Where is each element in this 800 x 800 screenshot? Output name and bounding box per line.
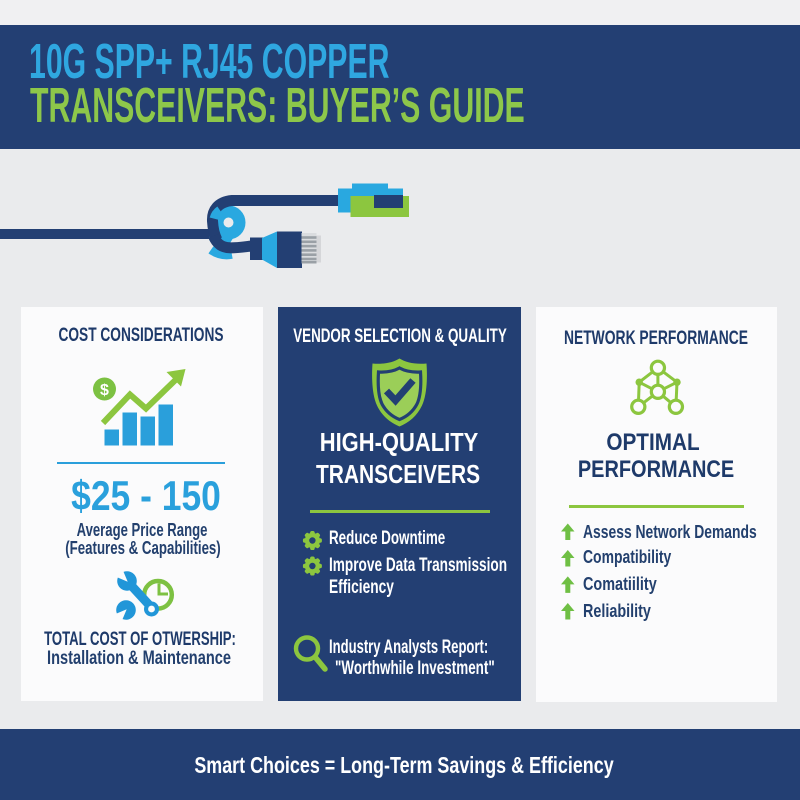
svg-text:$: $ (100, 382, 109, 399)
